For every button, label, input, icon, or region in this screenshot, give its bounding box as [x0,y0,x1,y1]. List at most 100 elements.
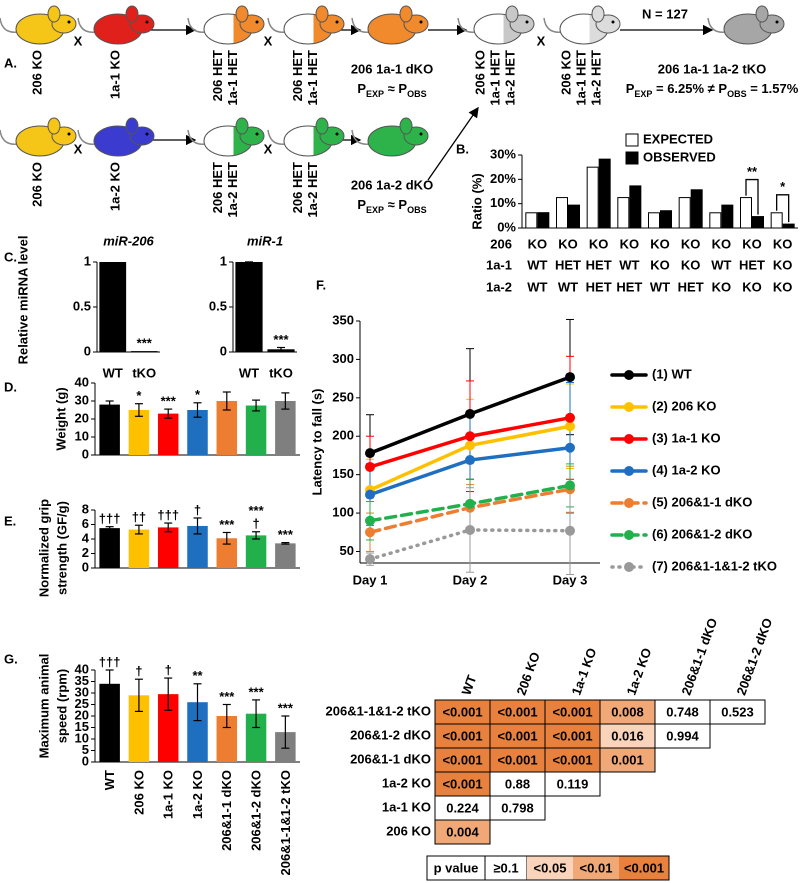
category-level-label: 1a-1 [486,257,512,272]
y-tick-label: 6 [82,516,89,531]
mouse-label: 1a-1 HET [487,50,502,106]
cell-text: 0.88 [505,776,530,791]
legend-marker [624,562,634,572]
row-label: 206&1-2 dKO [350,727,431,742]
mouse-eye [611,20,615,24]
x-tick-label: WT [527,279,547,294]
point [465,498,475,509]
significance-label: * [780,179,786,194]
mouse-tail [0,17,19,33]
cross-symbol: X [74,141,83,156]
cell-text: <0.001 [442,752,482,767]
mouse [707,5,785,45]
mouse-label: 1a-2 HET [502,50,517,106]
cell-text: 0.016 [611,728,644,743]
error-bar [252,699,261,729]
x-tick-label: KO [558,236,578,251]
y-tick-label: 0 [220,343,227,358]
x-tick-label: HET [586,257,612,272]
y-tick-label: 35 [75,673,89,688]
x-tick-label: HET [739,257,765,272]
significance-label: *** [278,700,294,715]
bar [678,197,691,229]
row-label: 1a-1 KO [382,799,431,814]
column-header: 1a-1 KO [568,646,599,697]
legend-label: (1) WT [652,366,692,381]
mouse-tail [267,129,287,145]
y-axis-label: speed (rpm) [54,669,69,743]
x-tick-label: Day 2 [453,572,488,587]
y-tick-label: 30% [490,146,516,161]
error-bar [281,392,290,410]
bar [187,525,208,568]
point [565,372,575,383]
cell-text: 0.224 [446,800,479,815]
mouse-eye [67,20,71,24]
y-tick-label: 100 [332,505,354,520]
product-title: 206 1a-1 1a-2 tKO [658,61,766,76]
mouse-ear [235,117,249,135]
formula-part: EXP [366,205,384,215]
table-cell [544,723,601,749]
formula-part: ≈ P [384,81,407,96]
x-tick-label: WT [619,257,639,272]
significance-label: † [165,662,172,677]
y-tick-label: 150 [332,466,354,481]
product-formula: PEXP ≈ POBS [357,197,426,215]
mouse-label: 206 HET [290,50,305,101]
mouse-eye [255,20,259,24]
legend-swatch [484,855,528,881]
error-bar [193,683,202,722]
legend-marker [624,498,634,508]
column-header: 206 KO [513,650,542,697]
legend-label: (4) 1a-2 KO [652,462,721,477]
error-bar [252,399,261,412]
bar [99,683,120,762]
point [365,461,375,472]
mouse-label: 1a-2 KO [107,162,122,211]
column-header: 206&1-1 dKO [678,616,720,697]
legend-frame [426,855,670,881]
point [365,489,375,500]
panel-label: C. [4,249,17,264]
significance-bracket [745,178,759,215]
table-cell [489,699,546,725]
x-tick-label: 1a-1 KO [161,770,176,819]
legend-label: (6) 206&1-2 dKO [652,526,752,541]
significance-label: ** [192,668,203,683]
row-label: 206&1-1&1-2 tKO [326,703,432,718]
cell-text: 0.119 [557,776,589,791]
panel-label: A. [4,55,17,70]
cell-text: <0.001 [552,728,592,743]
x-tick-label: Day 1 [353,572,388,587]
bar [709,212,722,229]
row-label: 206&1-1 dKO [350,751,431,766]
product-title: 206 1a-1 dKO [351,61,433,76]
mouse-label: 206 KO [29,162,44,207]
y-tick-label: 20 [75,707,89,722]
legend-label: <0.05 [534,860,567,875]
error-bar [105,400,114,409]
y-axis-label: Ratio (%) [469,173,484,229]
bar [99,528,120,568]
y-tick-label: 15 [75,719,89,734]
x-tick-label: WT [103,365,123,380]
significance-label: *** [219,689,235,704]
x-tick-label: WT [102,770,117,790]
mouse [0,117,77,157]
x-tick-label: KO [650,257,670,272]
y-axis-label: strength (GF/g) [54,501,69,595]
mouse [267,117,345,157]
x-tick-label: 206 KO [131,770,146,815]
legend-label: <0.01 [580,860,613,875]
y-tick-label: 0 [84,343,91,358]
y-tick-label: 40 [75,374,89,389]
column-header: WT [458,673,479,697]
table-cell [544,771,601,797]
bar [216,401,238,455]
x-tick-label: tKO [132,365,156,380]
mouse-ear [315,5,329,23]
mouse-label: 1a-1 KO [107,50,122,99]
mouse-ear [125,5,139,23]
